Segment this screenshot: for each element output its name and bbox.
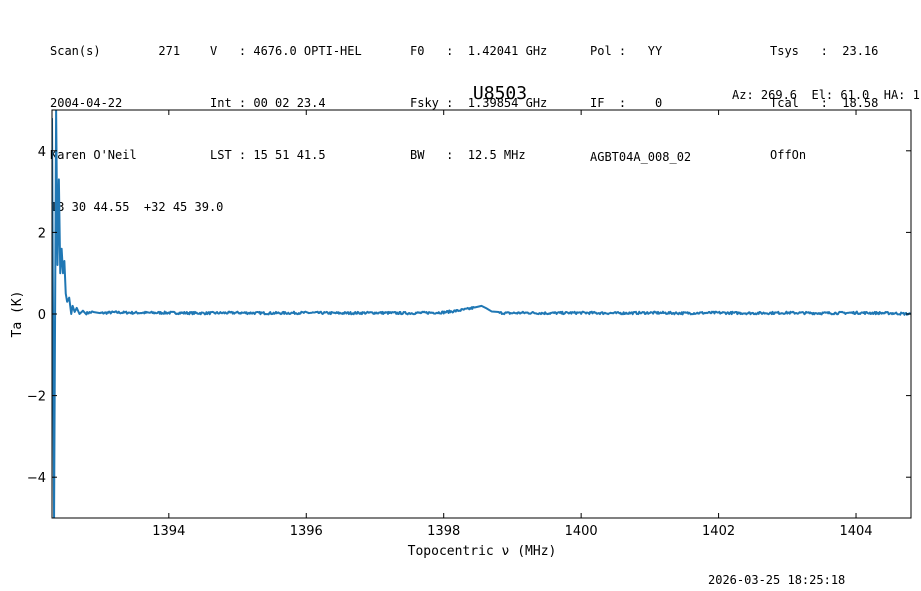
header-col-system: Tsys : 23.16 Tcal : 18.58 OffOn — [770, 16, 878, 176]
y-tick-label: 0 — [38, 308, 46, 323]
x-axis-label: Topocentric ν (MHz) — [408, 544, 557, 559]
x-tick-label: 1396 — [290, 524, 323, 539]
x-tick-label: 1400 — [565, 524, 598, 539]
lst-line: LST : 15 51 41.5 — [210, 148, 326, 162]
x-tick-label: 1394 — [152, 524, 185, 539]
y-tick-label: 4 — [38, 145, 46, 160]
coords-line: 13 30 44.55 +32 45 39.0 — [50, 200, 224, 214]
velocity-line: V : 4676.0 OPTI-HEL — [210, 44, 362, 58]
spectrum-series-line — [52, 110, 911, 518]
header-col-velocity: V : 4676.0 OPTI-HEL Int : 00 02 23.4 LST… — [210, 16, 362, 176]
azel-line: Az: 269.6 El: 61.0 HA: 1 — [732, 88, 920, 102]
y-tick-label: −4 — [27, 471, 46, 486]
observer-line: Karen O'Neil — [50, 148, 137, 162]
header-col-scan: Scan(s) 271 2004-04-22 Karen O'Neil 13 3… — [50, 16, 223, 228]
integration-line: Int : 00 02 23.4 — [210, 96, 326, 110]
if-line: IF : 0 — [590, 96, 663, 110]
tsys-line: Tsys : 23.16 — [770, 44, 879, 58]
x-tick-label: 1404 — [839, 524, 872, 539]
date-line: 2004-04-22 — [50, 96, 123, 110]
bw-line: BW : 12.5 MHz — [410, 148, 526, 162]
y-axis-label: Ta (K) — [10, 291, 25, 338]
chart-title: U8503 — [473, 83, 527, 104]
tcal-line: Tcal : 18.58 — [770, 96, 879, 110]
fsky-line: Fsky : 1.39854 GHz — [410, 96, 548, 110]
header-col-polarization: Pol : YY IF : 0 AGBT04A_008_02 — [590, 16, 691, 178]
x-axis: 1394 1396 1398 1400 1402 1404 — [152, 110, 873, 539]
scan-line: Scan(s) 271 — [50, 44, 181, 58]
procedure-line: OffOn — [770, 148, 807, 162]
y-tick-label: −2 — [27, 390, 46, 405]
y-axis: −4 −2 0 2 4 — [27, 145, 911, 486]
y-tick-label: 2 — [38, 226, 46, 241]
plot-area — [52, 110, 911, 518]
x-tick-label: 1402 — [702, 524, 735, 539]
footer-timestamp: 2026-03-25 18:25:18 — [708, 573, 846, 587]
f0-line: F0 : 1.42041 GHz — [410, 44, 548, 58]
project-line: AGBT04A_008_02 — [590, 150, 692, 164]
x-tick-label: 1398 — [427, 524, 460, 539]
pol-line: Pol : YY — [590, 44, 663, 58]
header-col-frequency: F0 : 1.42041 GHz Fsky : 1.39854 GHz BW :… — [410, 16, 547, 176]
